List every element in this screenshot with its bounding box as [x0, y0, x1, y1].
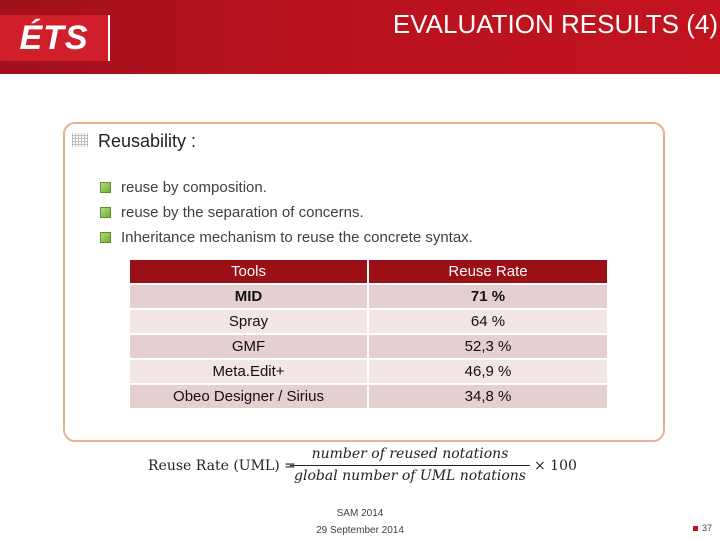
bullet-text: reuse by composition. — [121, 179, 267, 196]
fraction-bar — [290, 465, 530, 466]
list-item: Inheritance mechanism to reuse the concr… — [100, 225, 473, 250]
tool-name-cell: Obeo Designer / Sirius — [130, 385, 367, 408]
bullet-text: reuse by the separation of concerns. — [121, 204, 364, 221]
formula-fraction: number of reused notations global number… — [290, 446, 530, 484]
tool-name-cell: MID — [130, 285, 367, 308]
green-square-bullet-icon — [100, 232, 111, 243]
list-item: reuse by composition. — [100, 175, 473, 200]
header-banner: ÉTS EVALUATION RESULTS (4) — [0, 0, 720, 74]
green-square-bullet-icon — [100, 207, 111, 218]
logo-text: ÉTS — [19, 18, 89, 57]
section-heading: Reusability : — [98, 131, 197, 151]
formula-rhs: × 100 — [534, 458, 577, 474]
list-item: reuse by the separation of concerns. — [100, 200, 473, 225]
reuse-rate-cell: 64 % — [369, 310, 607, 333]
column-header-tools: Tools — [130, 260, 367, 283]
ets-logo: ÉTS — [0, 15, 110, 61]
tool-name-cell: Spray — [130, 310, 367, 333]
page-number: 37 — [692, 523, 712, 533]
formula-lhs: Reuse Rate (UML) = — [148, 458, 296, 474]
tool-name-cell: Meta.Edit+ — [130, 360, 367, 383]
reuse-rate-cell: 34,8 % — [369, 385, 607, 408]
green-square-bullet-icon — [100, 182, 111, 193]
table-row: GMF 52,3 % — [130, 335, 607, 358]
formula-denominator: global number of UML notations — [294, 468, 526, 484]
reuse-rate-cell: 46,9 % — [369, 360, 607, 383]
bullet-text: Inheritance mechanism to reuse the concr… — [121, 229, 473, 246]
table-header-row: Tools Reuse Rate — [130, 260, 607, 283]
table-row: MID 71 % — [130, 285, 607, 308]
grid-bullet-icon — [72, 133, 88, 147]
reuse-rate-cell: 71 % — [369, 285, 607, 308]
red-square-icon — [692, 525, 698, 531]
bullet-list: reuse by composition. reuse by the separ… — [100, 175, 473, 250]
table-row: Spray 64 % — [130, 310, 607, 333]
page-number-text: 37 — [701, 523, 712, 533]
reuse-rate-formula: Reuse Rate (UML) = number of reused nota… — [148, 446, 588, 490]
reuse-rate-cell: 52,3 % — [369, 335, 607, 358]
slide-title: EVALUATION RESULTS (4) — [392, 9, 718, 39]
reuse-rate-table: Tools Reuse Rate MID 71 % Spray 64 % GMF… — [128, 258, 609, 410]
tool-name-cell: GMF — [130, 335, 367, 358]
table-row: Obeo Designer / Sirius 34,8 % — [130, 385, 607, 408]
footer-conference: SAM 2014 — [336, 508, 384, 519]
table-row: Meta.Edit+ 46,9 % — [130, 360, 607, 383]
column-header-reuse-rate: Reuse Rate — [369, 260, 607, 283]
footer-date: 29 September 2014 — [316, 525, 404, 536]
formula-numerator: number of reused notations — [311, 446, 509, 462]
